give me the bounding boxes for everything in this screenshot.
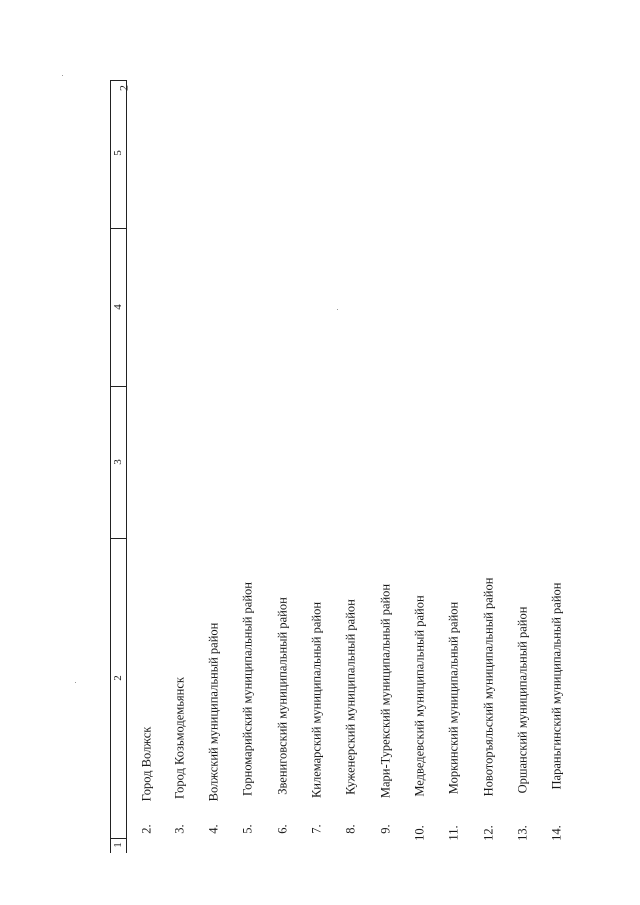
municipality-name: Волжский муниципальный район	[206, 622, 221, 802]
row-number: 7.	[309, 824, 324, 834]
row-number: 13.	[515, 825, 530, 841]
municipality-name: Город Волжск	[139, 726, 154, 802]
row-number: 9.	[378, 824, 393, 834]
column-divider-4-5	[110, 228, 126, 229]
scan-speck	[62, 75, 63, 76]
row-number: 10.	[412, 825, 427, 841]
table-end-rule	[110, 80, 126, 81]
municipality-name: Килемарский муниципальный район	[309, 601, 324, 799]
municipality-name: Горномарийский муниципальный район	[240, 582, 255, 796]
table-header-rule	[126, 80, 127, 853]
row-number: 3.	[172, 824, 187, 834]
municipality-name: Город Козьмодемьянск	[172, 677, 187, 799]
scan-speck	[337, 309, 338, 310]
municipality-name: Оршанский муниципальный район	[515, 606, 530, 794]
row-number: 14.	[549, 825, 564, 841]
column-divider-1-2	[110, 838, 126, 839]
column-divider-3-4	[110, 386, 126, 387]
row-number: 2.	[139, 824, 154, 834]
column-divider-2-3	[110, 538, 126, 539]
column-header-4: 4	[112, 304, 124, 310]
row-number: 5.	[240, 824, 255, 834]
municipality-name: Параньгинский муниципальный район	[549, 582, 564, 790]
row-number: 11.	[446, 825, 461, 841]
column-header-2: 2	[112, 675, 124, 681]
page-number: 2	[116, 85, 131, 91]
row-number: 4.	[206, 824, 221, 834]
municipality-name: Звениговский муниципальный район	[275, 597, 290, 795]
column-header-3: 3	[112, 459, 124, 465]
column-header-1: 1	[112, 842, 124, 848]
table-top-rule	[110, 80, 111, 853]
scan-speck	[75, 682, 76, 683]
municipality-name: Мари-Турекский муниципальный район	[378, 583, 393, 799]
municipality-name: Моркинский муниципальный район	[446, 601, 461, 795]
row-number: 6.	[275, 824, 290, 834]
municipality-name: Куженерский муниципальный район	[343, 599, 358, 795]
row-number: 12.	[481, 825, 496, 841]
row-number: 8.	[343, 824, 358, 834]
column-header-5: 5	[112, 150, 124, 156]
municipality-name: Медведевский муниципальный район	[412, 595, 427, 797]
municipality-name: Новоторъяльский муниципальный район	[481, 577, 496, 797]
